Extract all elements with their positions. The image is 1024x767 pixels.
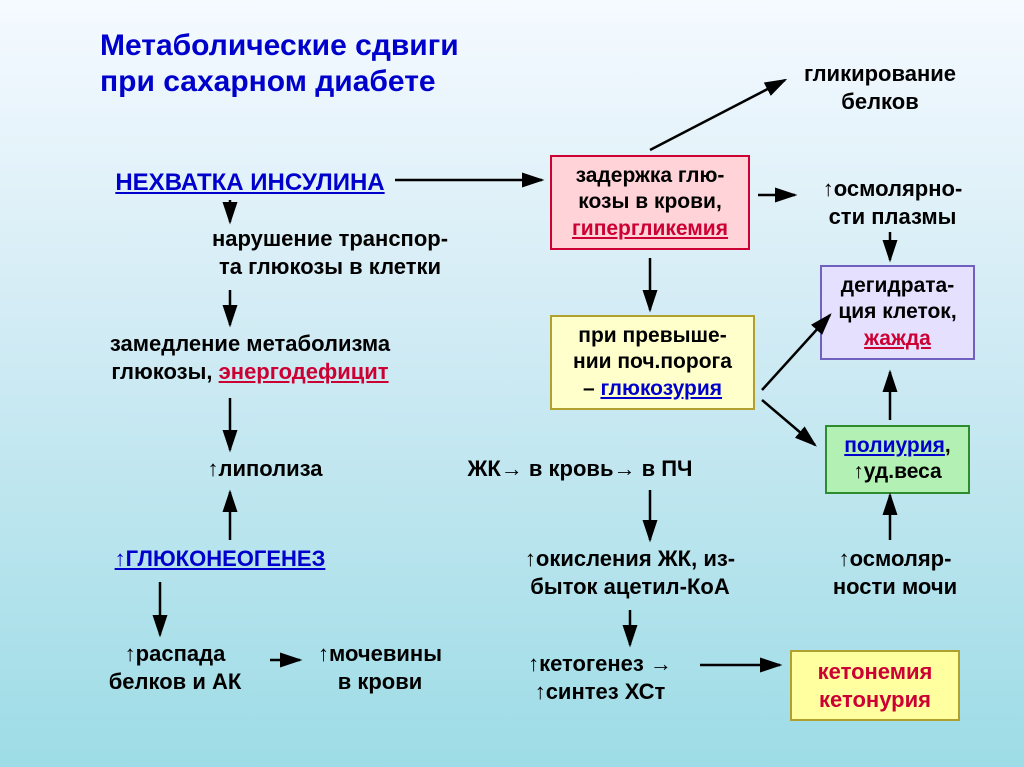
node-insulin: НЕХВАТКА ИНСУЛИНА: [105, 168, 395, 198]
node-slowmetab_b: глюкозы, энергодефицит: [80, 358, 420, 386]
node-ketogen: ↑кетогенез →↑синтез ХСт: [500, 650, 700, 705]
node-transport: нарушение транспор-та глюкозы в клетки: [190, 225, 470, 280]
node-hypergly: задержка глю-козы в крови,гипергликемия: [550, 155, 750, 250]
arrow-12: [762, 400, 815, 445]
node-slowmetab_a: замедление метаболизма: [80, 330, 420, 358]
node-polyuria: полиурия,↑уд.веса: [825, 425, 970, 494]
node-gluconeo: ↑ГЛЮКОНЕОГЕНЕЗ: [90, 545, 350, 573]
title-line1: Метаболические сдвиги: [100, 29, 459, 62]
node-oxidation: ↑окисления ЖК, из-быток ацетил-КоА: [500, 545, 760, 600]
node-ketonemia: кетонемиякетонурия: [790, 650, 960, 721]
node-osmoplasma: ↑осмолярно-сти плазмы: [800, 175, 985, 230]
arrow-2: [650, 80, 785, 150]
node-glucosuria: при превыше-нии поч.порога– глюкозурия: [550, 315, 755, 410]
node-glycation: гликированиебелков: [795, 60, 965, 115]
title-line2: при сахарном диабете: [100, 65, 436, 98]
node-osmourine: ↑осмоляр-ности мочи: [810, 545, 980, 600]
node-protein: ↑распадабелков и АК: [90, 640, 260, 695]
diagram-title: Метаболические сдвиги при сахарном диабе…: [100, 28, 459, 100]
node-lipolysis: ↑липолиза: [190, 455, 340, 483]
node-fatty: ЖК→ в кровь→ в ПЧ: [440, 455, 720, 483]
node-dehydr: дегидрата-ция клеток,жажда: [820, 265, 975, 360]
node-urea: ↑мочевиныв крови: [300, 640, 460, 695]
